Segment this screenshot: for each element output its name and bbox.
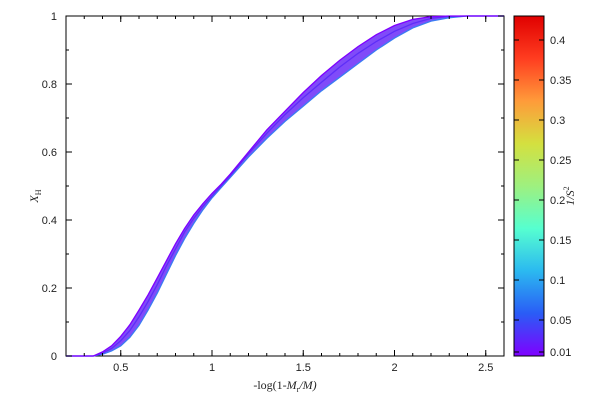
plot-area <box>65 15 505 357</box>
colorbar <box>513 15 545 357</box>
x-tick-label-2: 1.5 <box>296 362 311 374</box>
series-layer <box>66 15 504 357</box>
colorbar-tick-label-0: 0.01 <box>550 347 571 359</box>
y-tick-label-1: 0.2 <box>42 283 57 295</box>
x-axis-title-m: M <box>286 378 298 392</box>
series-line-1 <box>66 15 504 357</box>
colorbar-tick-label-8: 0.4 <box>550 35 565 47</box>
series-line-2 <box>66 15 504 357</box>
x-axis-title: -log(1-Mr/M) <box>253 378 316 394</box>
x-tick-label-0: 0.5 <box>113 362 128 374</box>
colorbar-tick-label-2: 0.1 <box>550 275 565 287</box>
colorbar-tick-label-3: 0.15 <box>550 235 571 247</box>
x-axis: 0.5 1 1.5 2 2.5 <box>83 16 493 374</box>
colorbar-title: 1/S2 <box>562 186 577 205</box>
y-tick-label-3: 0.6 <box>42 147 57 159</box>
colorbar-tick-label-7: 0.35 <box>550 75 571 87</box>
y-axis-title-sub: H <box>34 189 43 195</box>
colorbar-tick-label-4: 0.2 <box>550 195 565 207</box>
x-axis-title-sub: r <box>297 385 300 394</box>
colorbar-title-base: 1/S <box>563 190 577 205</box>
y-axis: 0 0.2 0.4 0.6 0.8 1 <box>42 11 504 363</box>
series-band <box>66 16 504 356</box>
colorbar-title-sup: 2 <box>562 186 571 190</box>
y-tick-label-0: 0 <box>51 351 57 363</box>
series-line-0 <box>66 15 504 357</box>
y-axis-title: XH <box>27 189 43 203</box>
colorbar-tick-label-1: 0.05 <box>550 315 571 327</box>
x-tick-label-4: 2.5 <box>478 362 493 374</box>
y-tick-label-4: 0.8 <box>42 79 57 91</box>
x-axis-title-post: /M) <box>298 378 316 392</box>
x-tick-label-3: 2 <box>391 362 397 374</box>
y-tick-label-5: 1 <box>51 11 57 23</box>
x-tick-label-1: 1 <box>209 362 215 374</box>
x-axis-title-pre: -log(1- <box>253 378 286 392</box>
colorbar-axis: 0.01 0.05 0.1 0.15 0.2 0.25 0.3 0.35 0.4 <box>514 35 571 359</box>
y-axis-title-x: X <box>27 195 41 204</box>
y-tick-label-2: 0.4 <box>42 215 57 227</box>
colorbar-tick-label-5: 0.25 <box>550 155 571 167</box>
colorbar-tick-label-6: 0.3 <box>550 115 565 127</box>
